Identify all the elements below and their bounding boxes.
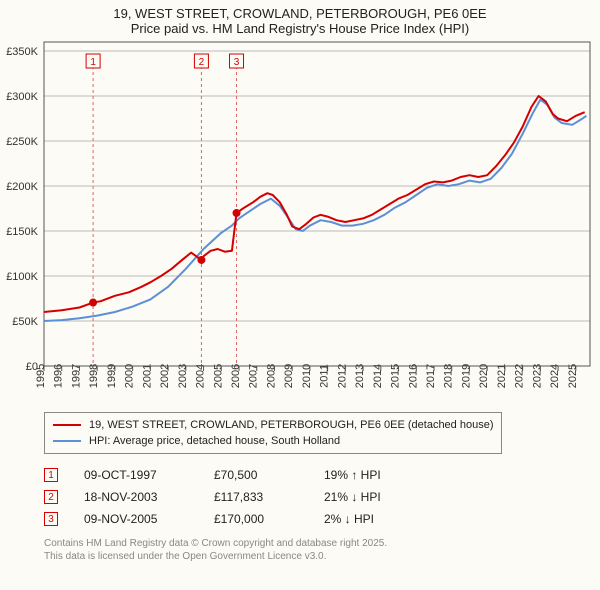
attribution-line-1: Contains HM Land Registry data © Crown c… bbox=[44, 538, 600, 551]
svg-text:1997: 1997 bbox=[70, 364, 82, 388]
svg-text:2020: 2020 bbox=[478, 364, 490, 388]
svg-text:2012: 2012 bbox=[336, 364, 348, 388]
svg-text:2017: 2017 bbox=[425, 364, 437, 388]
event-date: 18-NOV-2003 bbox=[84, 490, 214, 504]
event-row: 3 09-NOV-2005£170,0002% ↓ HPI bbox=[44, 508, 600, 530]
svg-text:£350K: £350K bbox=[6, 46, 38, 58]
event-delta: 21% ↓ HPI bbox=[324, 490, 434, 504]
svg-text:2024: 2024 bbox=[549, 364, 561, 388]
svg-text:2001: 2001 bbox=[141, 364, 153, 388]
svg-text:2004: 2004 bbox=[195, 364, 207, 388]
svg-text:2016: 2016 bbox=[407, 364, 419, 388]
legend-row: 19, WEST STREET, CROWLAND, PETERBOROUGH,… bbox=[53, 417, 493, 433]
svg-text:1999: 1999 bbox=[106, 364, 118, 388]
svg-text:2018: 2018 bbox=[443, 364, 455, 388]
event-marker: 2 bbox=[44, 490, 58, 504]
svg-text:2007: 2007 bbox=[248, 364, 260, 388]
svg-text:2009: 2009 bbox=[283, 364, 295, 388]
title-line-2: Price paid vs. HM Land Registry's House … bbox=[0, 21, 600, 36]
svg-text:2021: 2021 bbox=[496, 364, 508, 388]
chart-title-block: 19, WEST STREET, CROWLAND, PETERBOROUGH,… bbox=[0, 0, 600, 36]
event-row: 2 18-NOV-2003£117,83321% ↓ HPI bbox=[44, 486, 600, 508]
svg-text:1995: 1995 bbox=[35, 364, 47, 388]
svg-text:£50K: £50K bbox=[12, 316, 38, 328]
svg-text:2010: 2010 bbox=[301, 364, 313, 388]
attribution-line-2: This data is licensed under the Open Gov… bbox=[44, 551, 600, 564]
event-delta: 2% ↓ HPI bbox=[324, 512, 434, 526]
sale-events-table: 1 09-OCT-1997£70,50019% ↑ HPI 2 18-NOV-2003… bbox=[44, 464, 600, 530]
event-delta: 19% ↑ HPI bbox=[324, 468, 434, 482]
svg-text:1998: 1998 bbox=[88, 364, 100, 388]
event-row: 1 09-OCT-1997£70,50019% ↑ HPI bbox=[44, 464, 600, 486]
svg-text:2013: 2013 bbox=[354, 364, 366, 388]
event-date: 09-NOV-2005 bbox=[84, 512, 214, 526]
svg-text:2015: 2015 bbox=[390, 364, 402, 388]
legend-swatch bbox=[53, 424, 81, 426]
svg-text:2: 2 bbox=[199, 57, 205, 68]
svg-text:£250K: £250K bbox=[6, 136, 38, 148]
legend-swatch bbox=[53, 440, 81, 442]
title-line-1: 19, WEST STREET, CROWLAND, PETERBOROUGH,… bbox=[0, 6, 600, 21]
svg-text:2003: 2003 bbox=[177, 364, 189, 388]
svg-text:£200K: £200K bbox=[6, 181, 38, 193]
svg-text:1: 1 bbox=[90, 57, 96, 68]
svg-text:2006: 2006 bbox=[230, 364, 242, 388]
attribution: Contains HM Land Registry data © Crown c… bbox=[44, 538, 600, 563]
svg-text:1996: 1996 bbox=[53, 364, 65, 388]
svg-text:2005: 2005 bbox=[212, 364, 224, 388]
legend-row: HPI: Average price, detached house, Sout… bbox=[53, 433, 493, 449]
svg-text:£150K: £150K bbox=[6, 226, 38, 238]
svg-text:2008: 2008 bbox=[265, 364, 277, 388]
svg-text:2022: 2022 bbox=[514, 364, 526, 388]
svg-text:£300K: £300K bbox=[6, 91, 38, 103]
event-date: 09-OCT-1997 bbox=[84, 468, 214, 482]
svg-text:2019: 2019 bbox=[460, 364, 472, 388]
event-marker: 3 bbox=[44, 512, 58, 526]
event-marker: 1 bbox=[44, 468, 58, 482]
svg-text:2025: 2025 bbox=[567, 364, 579, 388]
legend-label: 19, WEST STREET, CROWLAND, PETERBOROUGH,… bbox=[89, 419, 493, 431]
svg-text:2023: 2023 bbox=[531, 364, 543, 388]
svg-text:3: 3 bbox=[234, 57, 240, 68]
svg-text:£100K: £100K bbox=[6, 271, 38, 283]
event-price: £70,500 bbox=[214, 468, 324, 482]
svg-text:2000: 2000 bbox=[124, 364, 136, 388]
event-price: £170,000 bbox=[214, 512, 324, 526]
event-price: £117,833 bbox=[214, 490, 324, 504]
chart-svg: £0£50K£100K£150K£200K£250K£300K£350K1995… bbox=[0, 36, 600, 406]
svg-text:2002: 2002 bbox=[159, 364, 171, 388]
svg-text:2014: 2014 bbox=[372, 364, 384, 388]
legend: 19, WEST STREET, CROWLAND, PETERBOROUGH,… bbox=[44, 412, 502, 454]
plot-area: £0£50K£100K£150K£200K£250K£300K£350K1995… bbox=[0, 36, 600, 406]
legend-label: HPI: Average price, detached house, Sout… bbox=[89, 435, 340, 447]
svg-text:2011: 2011 bbox=[319, 364, 331, 388]
